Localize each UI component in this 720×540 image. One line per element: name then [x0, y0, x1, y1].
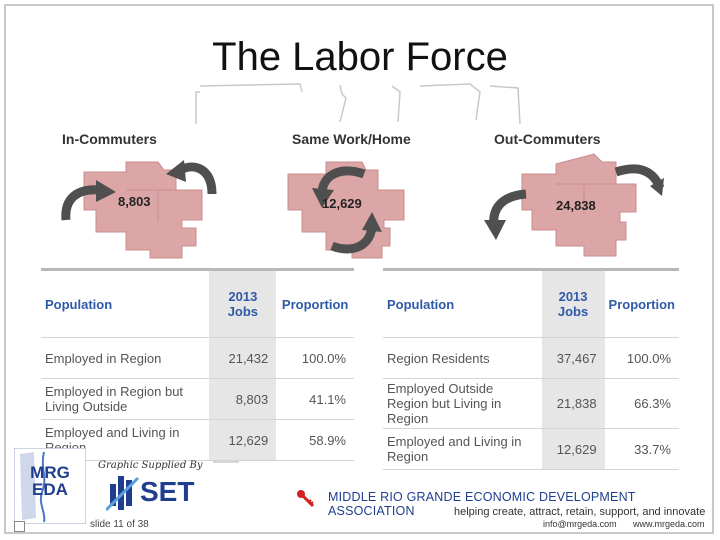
row-label: Employed and Living in Region	[383, 428, 542, 470]
slide-checkbox[interactable]	[14, 521, 25, 532]
map-label-same-work-home: Same Work/Home	[292, 131, 411, 147]
svg-text:MRG: MRG	[30, 463, 70, 482]
website-link[interactable]: www.mrgeda.com	[633, 519, 705, 529]
slide-number: slide 11 of 38	[90, 519, 149, 530]
right-header-jobs: 2013 Jobs	[541, 268, 605, 338]
left-jobs-table: Population 2013 Jobs Proportion Employed…	[41, 268, 354, 461]
left-header-population: Population	[41, 268, 210, 338]
contact-email[interactable]: info@mrgeda.com	[543, 519, 617, 529]
same-work-home-map	[287, 161, 405, 259]
map-label-out-commuters: Out-Commuters	[494, 131, 601, 147]
set-logo-mark	[106, 476, 140, 512]
right-jobs-table: Population 2013 Jobs Proportion Region R…	[383, 268, 679, 470]
right-header-proportion: Proportion	[604, 268, 679, 338]
row-label: Region Residents	[383, 337, 542, 379]
row-proportion: 41.1%	[276, 378, 354, 420]
left-header-jobs: 2013 Jobs	[209, 268, 277, 338]
row-jobs: 12,629	[541, 428, 605, 470]
slide-frame	[4, 4, 714, 534]
in-commuters-map	[61, 160, 217, 259]
table-row: Region Residents 37,467 100.0%	[383, 337, 679, 379]
right-header-population: Population	[383, 268, 542, 338]
in-commuters-value: 8,803	[118, 194, 151, 209]
row-jobs: 37,467	[541, 337, 605, 379]
region-shape	[521, 153, 637, 257]
map-label-in-commuters: In-Commuters	[62, 131, 157, 147]
row-jobs: 21,432	[209, 337, 277, 379]
row-proportion: 58.9%	[276, 419, 354, 461]
table-row: Employed in Region 21,432 100.0%	[41, 337, 354, 379]
graphic-supplied-by: Graphic Supplied By	[98, 460, 203, 471]
row-label: Employed in Region but Living Outside	[41, 378, 210, 420]
out-commuters-map	[484, 153, 664, 257]
row-jobs: 21,838	[541, 378, 605, 429]
table-row: Employed Outside Region but Living in Re…	[383, 378, 679, 429]
table-row: Employed in Region but Living Outside 8,…	[41, 378, 354, 420]
region-shape	[83, 161, 203, 259]
row-proportion: 100.0%	[276, 337, 354, 379]
mrgeda-logo: MRG EDA	[14, 448, 86, 524]
key-icon	[297, 490, 315, 508]
row-jobs: 8,803	[209, 378, 277, 420]
left-header-proportion: Proportion	[276, 268, 354, 338]
table-row: Employed and Living in Region 12,629 58.…	[41, 419, 354, 461]
row-proportion: 33.7%	[604, 428, 679, 470]
row-proportion: 100.0%	[604, 337, 679, 379]
row-label: Employed Outside Region but Living in Re…	[383, 378, 542, 429]
row-proportion: 66.3%	[604, 378, 679, 429]
out-commuters-value: 24,838	[556, 198, 596, 213]
same-work-home-value: 12,629	[322, 196, 362, 211]
set-logo-text: SET	[140, 476, 195, 507]
organization-name: MIDDLE RIO GRANDE ECONOMIC DEVELOPMENT A…	[328, 490, 636, 518]
page-title: The Labor Force	[212, 35, 508, 79]
arrow-same-top	[317, 166, 366, 195]
svg-text:EDA: EDA	[32, 480, 68, 499]
row-label: Employed in Region	[41, 337, 210, 379]
table-row: Employed and Living in Region 12,629 33.…	[383, 428, 679, 470]
arrow-in-left	[61, 185, 101, 221]
organization-tagline: helping create, attract, retain, support…	[454, 506, 706, 518]
row-jobs: 12,629	[209, 419, 277, 461]
